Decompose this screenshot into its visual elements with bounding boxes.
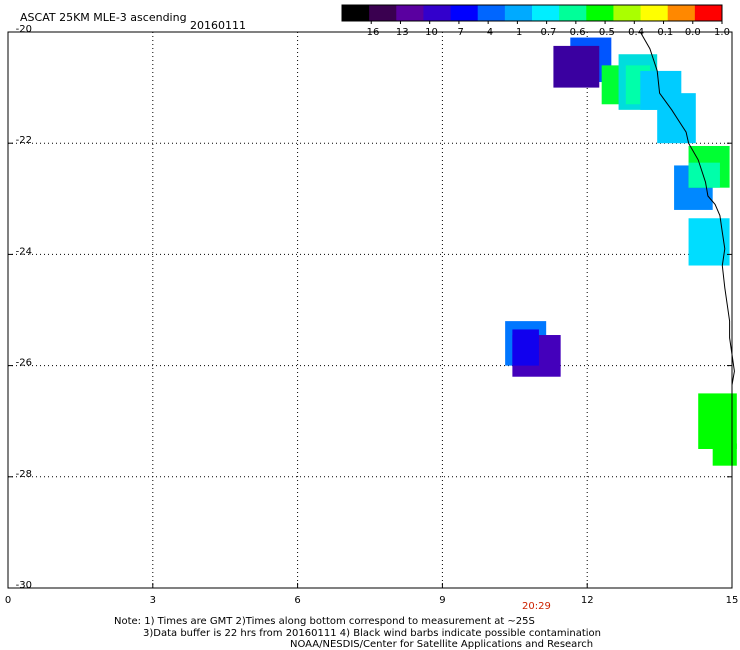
wind-cell — [601, 65, 621, 105]
x-tick-label: 0 — [5, 595, 11, 606]
wind-cell — [553, 45, 600, 88]
grid-lines — [7, 31, 733, 589]
colorbar-swatch — [369, 5, 397, 21]
measurement-time: 20:29 — [522, 601, 551, 612]
colorbar-swatch — [423, 5, 452, 21]
colorbar: -16 -13 -10 -7 -4 -1 -0.7 -0.6 -0.5 -0.4 -0.1 0.0 1.… — [341, 4, 730, 38]
colorbar-swatch — [586, 5, 614, 21]
wind-cell — [688, 218, 730, 266]
coastline — [639, 31, 735, 386]
colorbar-swatch — [640, 5, 669, 21]
x-tick-label: 12 — [581, 595, 594, 606]
coastline-line — [639, 31, 735, 386]
note-line-1: Note: 1) Times are GMT 2)Times along bot… — [114, 616, 535, 627]
x-tick-label: 3 — [150, 595, 156, 606]
x-tick-label: 9 — [439, 595, 445, 606]
wind-cells — [505, 37, 737, 466]
plot-frame — [7, 31, 733, 589]
colorbar-swatch — [667, 5, 696, 21]
x-axis-ticks: 0 3 6 9 12 15 — [5, 583, 739, 606]
colorbar-swatch — [694, 5, 723, 21]
wind-cell — [512, 329, 539, 366]
y-tick-label: -26 — [16, 358, 32, 369]
map-date: 20160111 — [190, 19, 246, 32]
y-tick-label: -30 — [16, 580, 32, 591]
y-tick-label: -20 — [16, 24, 32, 35]
colorbar-swatch — [504, 5, 533, 21]
wind-cell — [712, 443, 737, 466]
wind-cell — [688, 162, 720, 188]
x-tick-label: 15 — [726, 595, 739, 606]
y-tick-label: -28 — [16, 469, 32, 480]
y-tick-label: -22 — [16, 135, 32, 146]
y-tick-label: -24 — [16, 246, 32, 257]
wind-cell — [698, 393, 737, 449]
colorbar-swatch — [613, 5, 642, 21]
colorbar-swatch — [396, 5, 424, 21]
note-line-3: NOAA/NESDIS/Center for Satellite Applica… — [290, 639, 594, 650]
x-tick-label: 6 — [294, 595, 300, 606]
colorbar-swatch — [532, 5, 560, 21]
colorbar-swatch — [450, 5, 479, 21]
note-line-2: 3)Data buffer is 22 hrs from 20160111 4)… — [143, 628, 601, 639]
colorbar-swatch — [559, 5, 587, 21]
map-title: ASCAT 25KM MLE-3 ascending — [20, 11, 187, 24]
colorbar-swatch — [477, 5, 506, 21]
colorbar-swatch — [342, 5, 370, 21]
